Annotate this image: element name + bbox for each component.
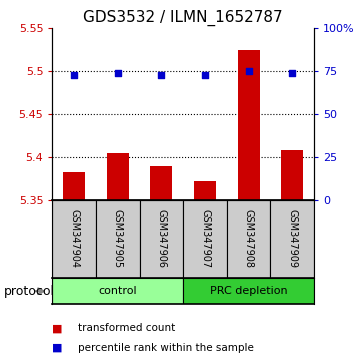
- Bar: [140, 200, 183, 278]
- Text: GSM347908: GSM347908: [244, 210, 254, 268]
- Bar: [238, 50, 260, 200]
- Title: GDS3532 / ILMN_1652787: GDS3532 / ILMN_1652787: [83, 9, 283, 25]
- Bar: [194, 181, 216, 200]
- Point: [246, 68, 252, 74]
- Point: [71, 72, 77, 78]
- Point: [115, 70, 121, 76]
- Text: ■: ■: [52, 343, 63, 353]
- Bar: [270, 200, 314, 278]
- Point: [290, 70, 295, 76]
- Text: GSM347909: GSM347909: [287, 210, 297, 268]
- Point: [158, 72, 164, 78]
- Text: percentile rank within the sample: percentile rank within the sample: [78, 343, 253, 353]
- Bar: [227, 200, 270, 278]
- Bar: [52, 200, 96, 278]
- Text: transformed count: transformed count: [78, 323, 175, 333]
- Bar: [151, 166, 172, 200]
- Bar: [63, 172, 85, 200]
- Bar: [52, 278, 183, 304]
- Text: protocol: protocol: [4, 285, 55, 298]
- Text: GSM347906: GSM347906: [156, 210, 166, 268]
- Bar: [281, 150, 303, 200]
- Text: GSM347905: GSM347905: [113, 209, 123, 269]
- Point: [202, 72, 208, 78]
- Bar: [183, 278, 314, 304]
- Text: PRC depletion: PRC depletion: [210, 286, 287, 296]
- Bar: [183, 200, 227, 278]
- Text: ■: ■: [52, 323, 63, 333]
- Bar: [107, 153, 129, 200]
- Text: GSM347907: GSM347907: [200, 209, 210, 269]
- Text: GSM347904: GSM347904: [69, 210, 79, 268]
- Text: control: control: [99, 286, 137, 296]
- Bar: [96, 200, 140, 278]
